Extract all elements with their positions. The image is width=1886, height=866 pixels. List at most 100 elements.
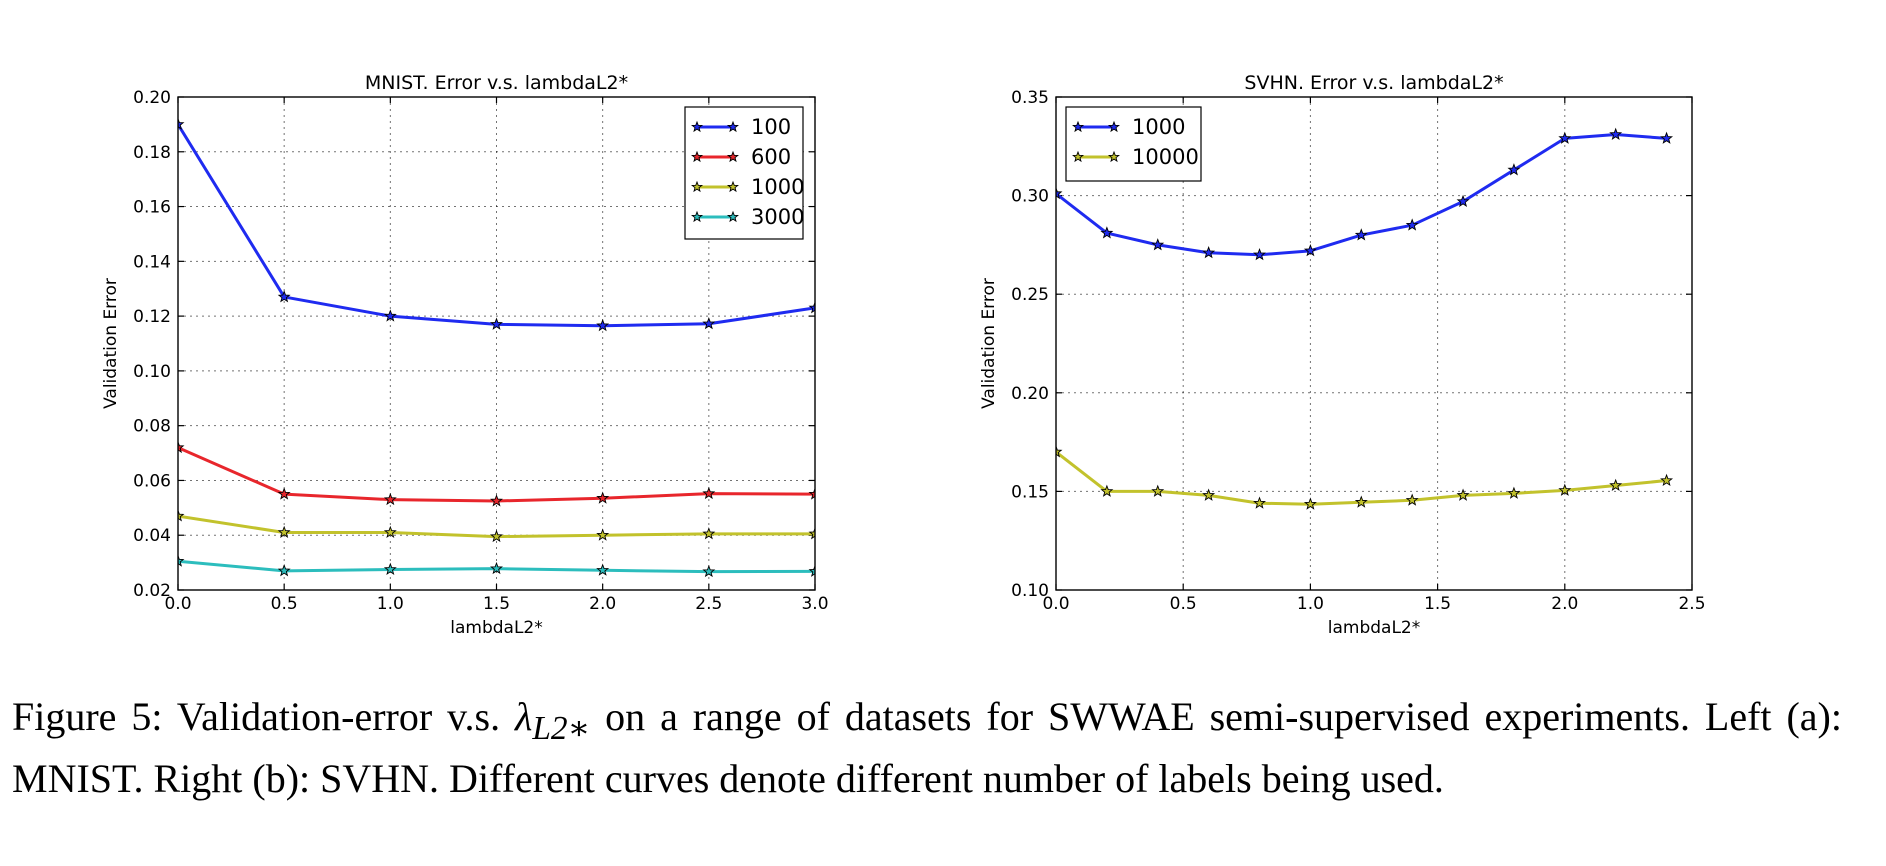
x-tick-label: 2.5 <box>1678 594 1705 614</box>
caption-prefix: Figure 5: Validation-error v.s. <box>12 694 516 739</box>
series-600-point <box>596 491 610 504</box>
series-600-point <box>808 487 815 500</box>
series-3000-point <box>490 561 503 575</box>
series-1000-point <box>1660 131 1674 144</box>
series-100-point <box>702 316 716 330</box>
series-10000-point <box>1056 445 1063 458</box>
x-tick-label: 1.0 <box>1297 594 1324 614</box>
series-10000-point <box>1303 497 1317 510</box>
series-3000-point <box>178 554 185 567</box>
x-tick-label: 2.5 <box>695 594 722 614</box>
series-3000-point <box>383 562 397 575</box>
series-10000-point <box>1558 483 1572 496</box>
series-1000-point <box>702 527 716 540</box>
y-tick-label: 0.02 <box>133 581 171 601</box>
legend: 100 600 1000 3000 <box>684 106 804 240</box>
y-tick-label: 0.14 <box>133 252 171 272</box>
series-600-point <box>702 486 716 500</box>
series-1000-point <box>1405 218 1419 231</box>
x-tick-label: 2.0 <box>1551 594 1578 614</box>
series-1000-point <box>277 525 291 538</box>
series-10000-point <box>1253 496 1266 509</box>
series-1000-point <box>1303 244 1317 257</box>
series-1000-point <box>1354 228 1368 241</box>
series-group <box>1056 127 1674 510</box>
x-tick-label: 1.5 <box>483 594 510 614</box>
series-10000-point <box>1456 488 1470 501</box>
caption-text: on a range of datasets for SWWAE semi-su… <box>12 694 1842 801</box>
x-tick-label: 0.5 <box>271 594 298 614</box>
chart-title: SVHN. Error v.s. lambdaL2* <box>1244 72 1503 94</box>
series-600-line <box>178 446 815 503</box>
series-100-point <box>808 301 815 314</box>
figure-caption: Figure 5: Validation-error v.s. λL2∗ on … <box>12 692 1842 804</box>
x-tick-label: 0.0 <box>1042 594 1069 614</box>
series-600-point <box>383 492 397 506</box>
series-10000-point <box>1202 488 1216 501</box>
chart-svhn: 0.0 0.5 1.0 1.5 2.0 2.5 0.10 0.15 0.20 0.25 0.30 0.… <box>979 72 1706 638</box>
series-100-point <box>277 290 291 303</box>
legend-marker-600 <box>727 150 739 163</box>
legend-label-100: 100 <box>751 115 791 139</box>
series-100-point <box>490 317 503 330</box>
series-1000-point <box>1151 238 1165 251</box>
series-100-point <box>383 309 397 322</box>
x-tick-label: 0.5 <box>1170 594 1197 614</box>
y-tick-label: 0.35 <box>1011 88 1049 108</box>
series-3000-point <box>596 563 610 576</box>
series-1000-point <box>1100 226 1114 239</box>
legend-marker-100 <box>691 120 703 133</box>
plot-frame <box>1055 96 1693 591</box>
legend-marker-3000 <box>691 210 703 223</box>
series-10000-point <box>1405 493 1419 506</box>
legend-marker-1000 <box>727 180 739 193</box>
legend: 1000 10000 <box>1065 106 1202 182</box>
legend-label-1000: 1000 <box>1132 115 1185 139</box>
series-1000-point <box>1056 186 1063 200</box>
y-tick-label: 0.10 <box>133 362 171 382</box>
series-1000-point <box>1253 247 1266 261</box>
x-axis-label: lambdaL2* <box>1328 618 1421 638</box>
legend-marker-1000 <box>1072 120 1084 133</box>
series-10000-point <box>1609 478 1623 491</box>
series-1000-point <box>490 529 503 543</box>
y-axis-label: Validation Error <box>979 278 999 409</box>
legend-box <box>1065 106 1202 182</box>
y-tick-label: 0.18 <box>133 143 171 163</box>
legend-marker-3000 <box>727 210 739 223</box>
series-1000-point <box>1456 194 1470 208</box>
series-1000-point <box>1609 127 1623 140</box>
series-3000-point <box>702 564 716 578</box>
series-group <box>178 117 815 578</box>
legend-marker-10000 <box>1072 150 1084 163</box>
x-tick-label: 3.0 <box>801 594 828 614</box>
legend-marker-1000 <box>1108 120 1120 133</box>
series-10000-point <box>1354 495 1368 508</box>
series-600-point <box>490 494 503 507</box>
series-1000-point <box>1558 131 1572 144</box>
series-100-point <box>178 117 185 130</box>
series-10000-point <box>1507 486 1521 499</box>
legend-label-600: 600 <box>751 145 791 169</box>
x-tick-label: 2.0 <box>589 594 616 614</box>
y-tick-label: 0.15 <box>1011 482 1049 502</box>
legend-label-3000: 3000 <box>751 205 804 229</box>
series-3000-point <box>277 564 291 577</box>
y-tick-label: 0.12 <box>133 307 171 327</box>
series-10000-point <box>1660 473 1674 487</box>
legend-marker-1000 <box>691 180 703 193</box>
y-tick-label: 0.25 <box>1011 285 1049 305</box>
y-tick-label: 0.20 <box>133 88 171 108</box>
legend-label-1000: 1000 <box>751 175 804 199</box>
series-1000-point <box>808 527 815 540</box>
series-3000-point <box>808 564 815 577</box>
series-1000-point <box>1507 163 1521 176</box>
legend-marker-600 <box>691 150 703 163</box>
legend-marker-10000 <box>1108 150 1120 163</box>
x-tick-label: 0.0 <box>164 594 191 614</box>
y-tick-label: 0.20 <box>1011 384 1049 404</box>
y-tick-label: 0.16 <box>133 198 171 218</box>
series-600-point <box>277 487 291 500</box>
series-1000-point <box>1202 246 1216 259</box>
series-10000-point <box>1100 484 1114 497</box>
